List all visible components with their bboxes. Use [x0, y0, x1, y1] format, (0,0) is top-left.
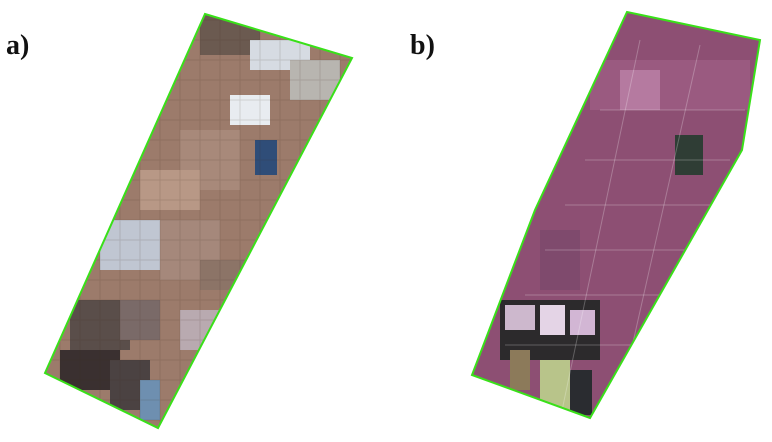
- field-a-outline: [43, 12, 354, 430]
- panel-a-label: a): [6, 30, 30, 61]
- low-resolution-field: [45, 14, 352, 428]
- high-resolution-field: [472, 12, 760, 418]
- panel-b-label: b): [410, 30, 435, 61]
- field-b-outline: [470, 10, 762, 420]
